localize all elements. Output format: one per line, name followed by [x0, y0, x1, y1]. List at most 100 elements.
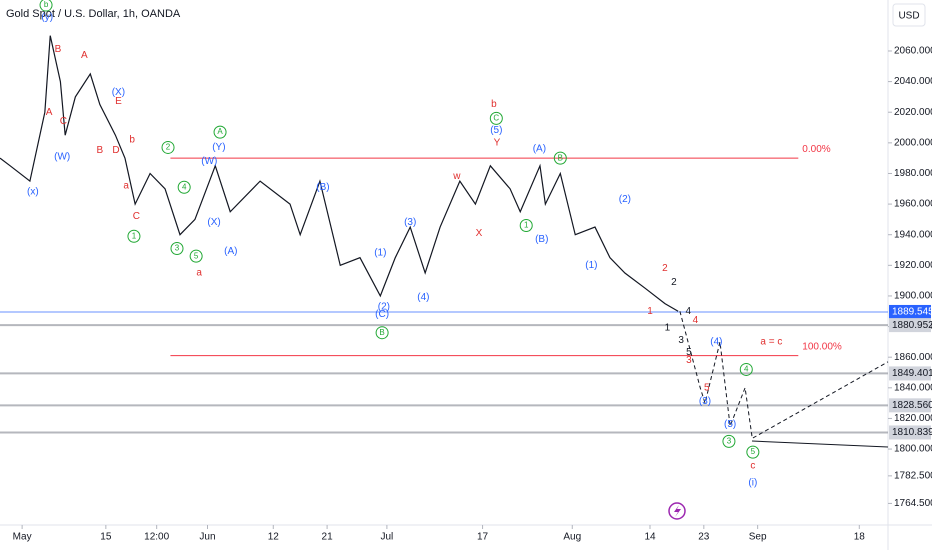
wave-label: E [115, 96, 122, 107]
wave-label: 5 [686, 347, 692, 358]
y-tick-label: 1764.500 [894, 498, 932, 509]
x-tick-label: 12:00 [144, 532, 169, 543]
wave-label: w [452, 171, 461, 182]
wave-label: B [97, 145, 104, 156]
y-tick-label: 2060.000 [894, 46, 932, 57]
wave-label: (5) [724, 419, 736, 430]
wave-circle [189, 249, 203, 263]
wave-label: C [60, 116, 67, 127]
wave-label: B [379, 328, 384, 337]
wave-circle [177, 180, 191, 194]
wave-circle [519, 219, 533, 233]
y-tick-label: 2020.000 [894, 107, 932, 118]
wave-label: (Y) [212, 142, 225, 153]
y-tick-label: 1920.000 [894, 260, 932, 271]
y-tick-label: 1900.000 [894, 291, 932, 302]
wave-label: b [129, 134, 135, 145]
wave-label: a [196, 268, 202, 279]
price-line [0, 35, 679, 312]
x-tick-label: Jul [380, 532, 393, 543]
wave-label: c [750, 461, 755, 472]
x-tick-label: 14 [644, 532, 656, 543]
wave-label: 2 [166, 143, 171, 152]
y-tick-label: 1840.000 [894, 382, 932, 393]
y-tick-label: 1820.000 [894, 413, 932, 424]
wave-label: Y [494, 137, 501, 148]
wave-label: C [133, 211, 140, 222]
wave-label: 5 [194, 251, 199, 260]
x-tick-label: 12 [268, 532, 280, 543]
x-tick-label: May [13, 532, 32, 543]
wave-label: 1 [647, 306, 653, 317]
wave-label: 4 [685, 306, 691, 317]
wave-label: (2) [619, 194, 631, 205]
wave-label: (i) [748, 477, 757, 488]
wave-label: (B) [535, 234, 548, 245]
event-icon[interactable] [668, 502, 686, 520]
wave-circle [553, 151, 567, 165]
y-tick-label: 1800.000 [894, 444, 932, 455]
wave-circle [739, 362, 753, 376]
wave-circle [39, 0, 53, 12]
wave-label: 2 [671, 277, 677, 288]
wave-label: A [217, 127, 223, 136]
x-tick-label: 21 [322, 532, 334, 543]
y-tick-label: 1980.000 [894, 168, 932, 179]
wave-label: D [112, 145, 119, 156]
wave-label: b [491, 99, 497, 110]
wave-label: A [81, 50, 88, 61]
wave-label: (C) [375, 309, 389, 320]
wave-label: 1 [132, 231, 137, 240]
wave-label: (B) [316, 182, 329, 193]
price-tag [889, 398, 931, 413]
trend-line [751, 440, 889, 448]
wave-label: 5 [751, 447, 756, 456]
x-tick-label: Aug [563, 532, 581, 543]
wave-label: 1 [524, 221, 529, 230]
price-tag-label: 1810.839 [892, 427, 932, 438]
wave-label: (x) [27, 186, 39, 197]
wave-label: (X) [112, 87, 125, 98]
wave-label: (3) [404, 217, 416, 228]
chart-title: Gold Spot / U.S. Dollar, 1h, OANDA [6, 8, 181, 20]
wave-label: (y) [41, 12, 53, 23]
wave-label: 3 [727, 437, 732, 446]
currency-box[interactable] [892, 3, 926, 27]
wave-circle [213, 125, 227, 139]
x-tick-label: 18 [854, 532, 866, 543]
y-tick-label: 1960.000 [894, 199, 932, 210]
wave-label: 4 [693, 315, 699, 326]
wave-label: 1 [665, 323, 671, 334]
price-tag [889, 318, 931, 333]
wave-label: (A) [533, 144, 546, 155]
wave-circle [375, 326, 389, 340]
wave-label: 3 [175, 244, 180, 253]
x-tick-label: 23 [698, 532, 710, 543]
wave-label: (3) [699, 396, 711, 407]
wave-label: 3 [686, 355, 692, 366]
wave-label: (W) [54, 151, 70, 162]
x-tick-label: 15 [100, 532, 112, 543]
wave-circle [722, 434, 736, 448]
price-tag-label: 1889.545 [892, 307, 932, 318]
projection-line [679, 311, 889, 440]
wave-label: 2 [662, 263, 668, 274]
wave-label: (W) [201, 156, 217, 167]
wave-label: a [123, 180, 129, 191]
wave-circle [170, 241, 184, 255]
wave-label: (4) [710, 337, 722, 348]
x-tick-label: Jun [199, 532, 215, 543]
wave-label: (X) [207, 217, 220, 228]
wave-circle [746, 445, 760, 459]
wave-label: C [493, 113, 499, 122]
fib-label: 0.00% [802, 144, 830, 155]
wave-label: (1) [585, 260, 597, 271]
wave-label: X [476, 228, 483, 239]
wave-label: 4 [744, 365, 749, 374]
price-tag-label: 1849.401 [892, 368, 932, 379]
price-tag-label: 1828.560 [892, 400, 932, 411]
currency: USD [898, 11, 919, 22]
wave-label: (1) [374, 248, 386, 259]
wave-label: a = c [760, 337, 782, 348]
